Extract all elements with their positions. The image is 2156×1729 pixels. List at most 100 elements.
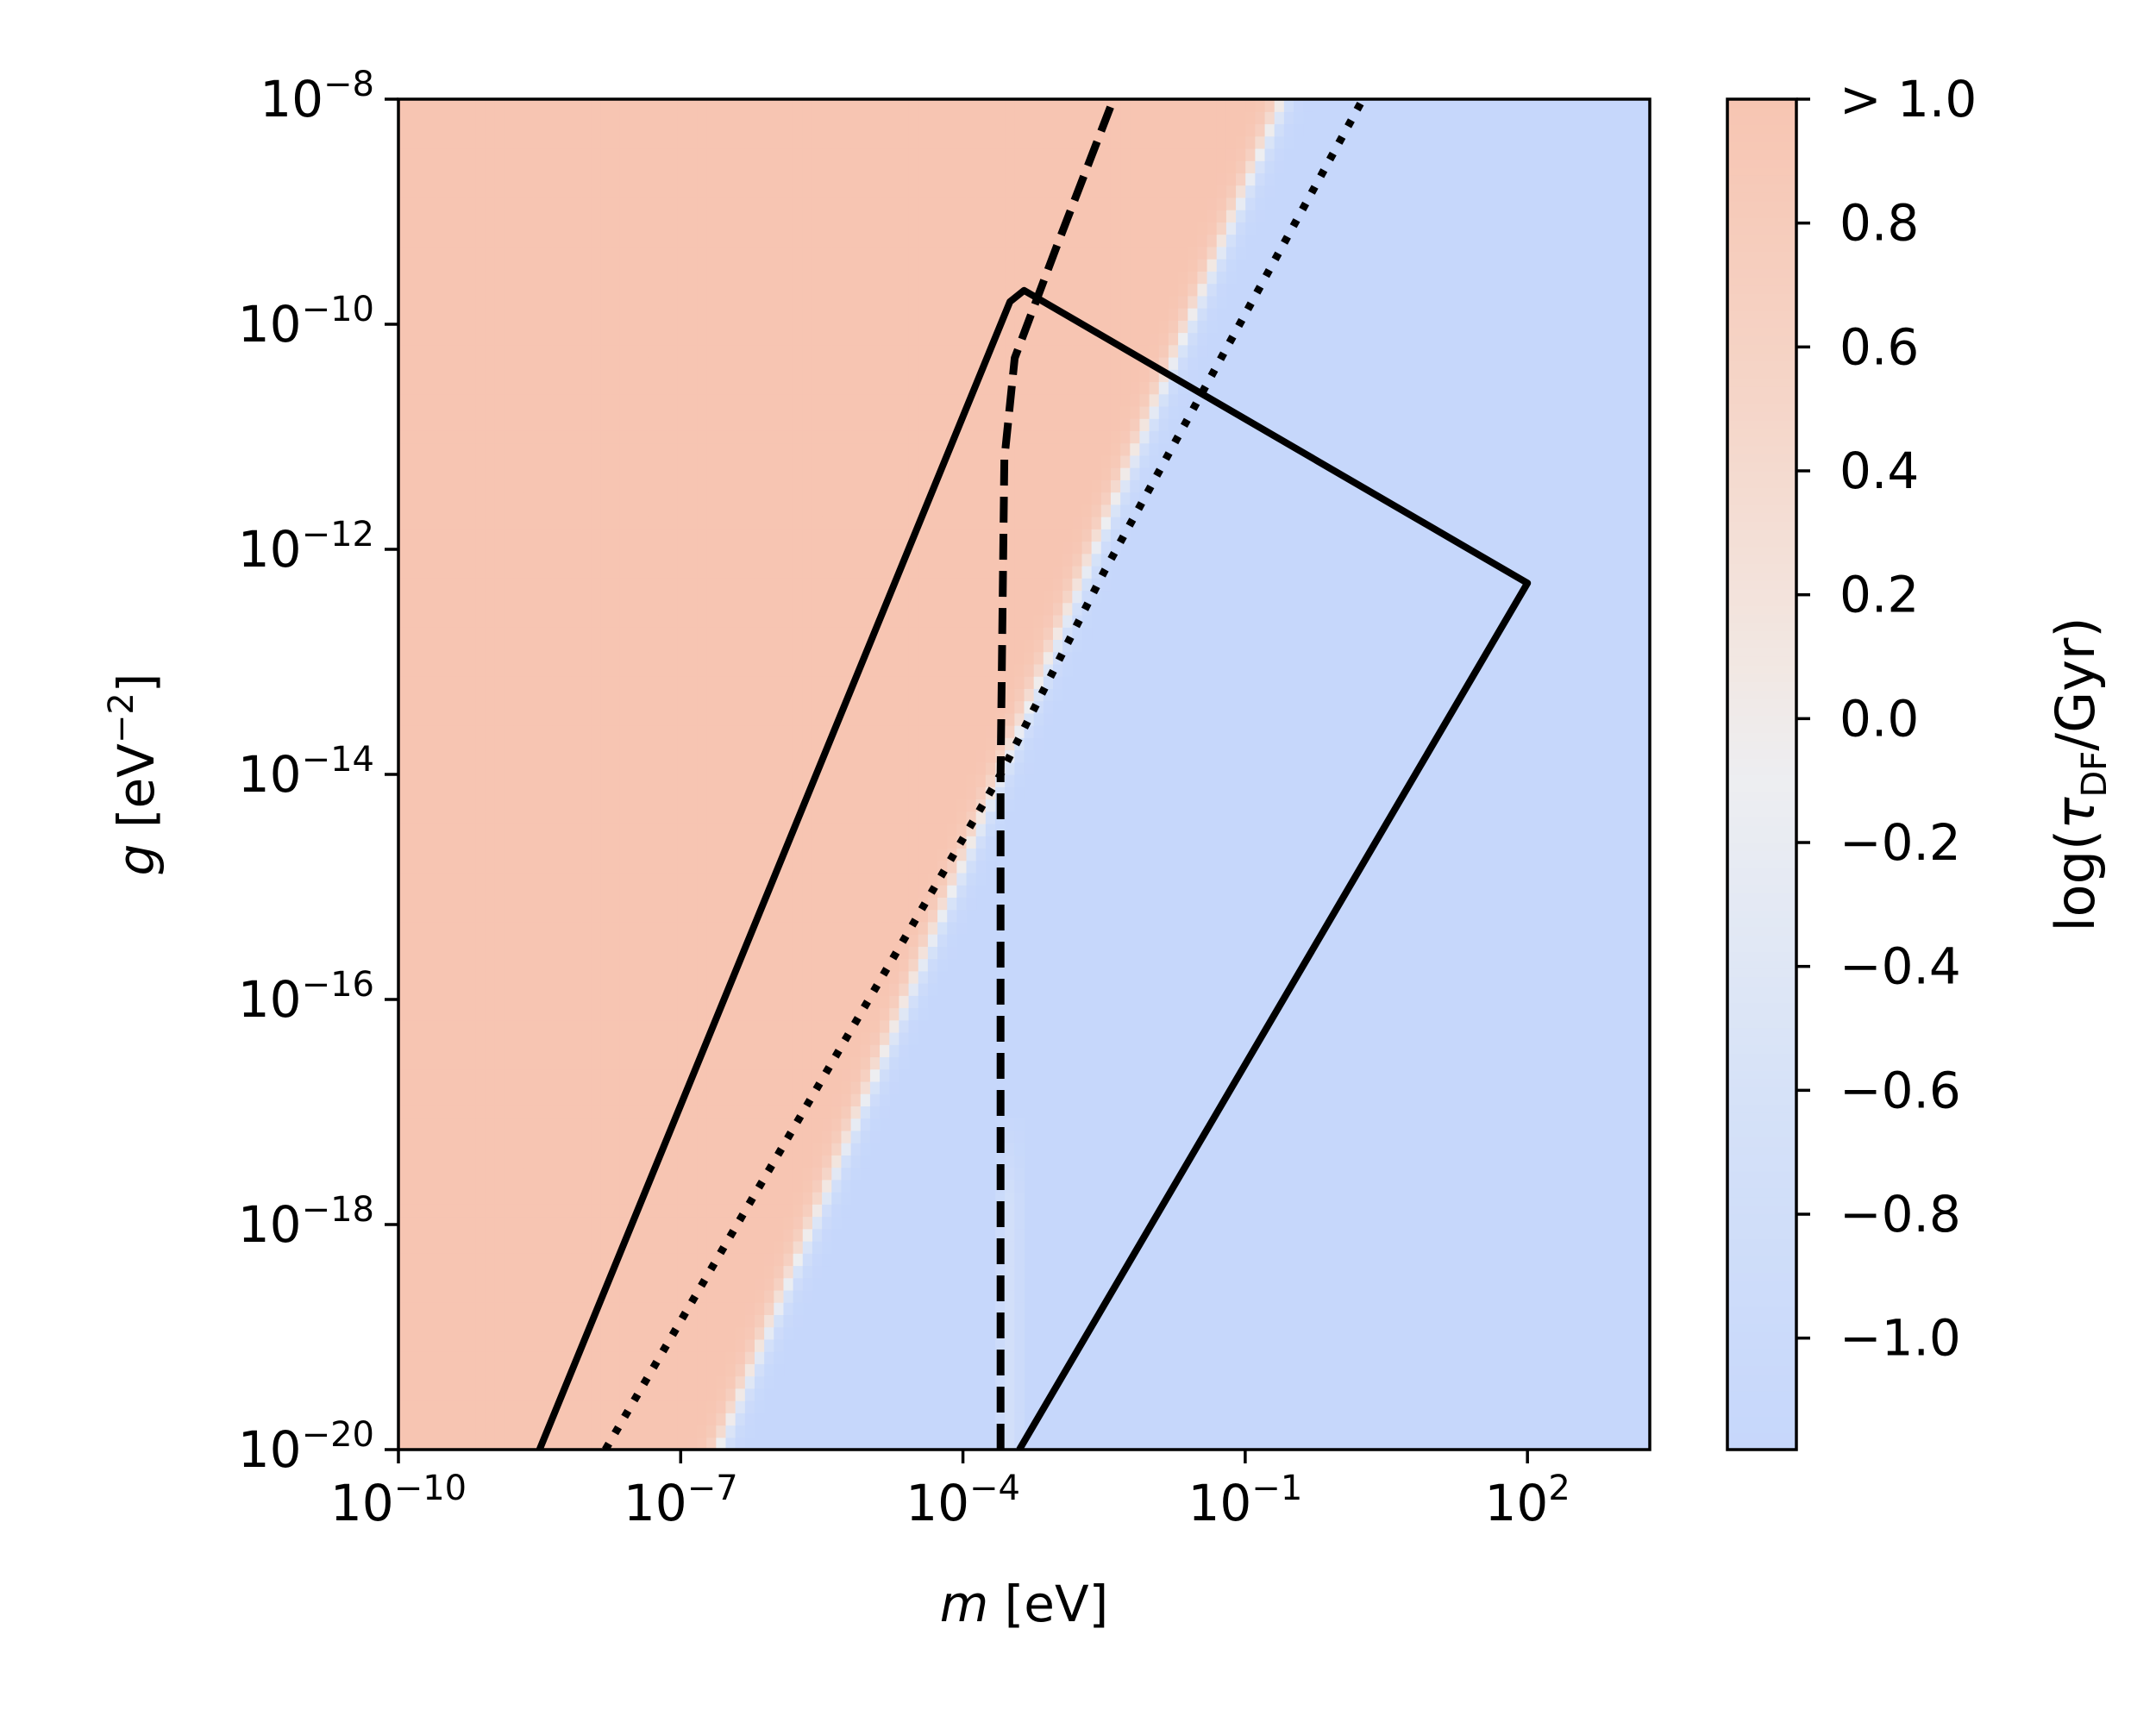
heatmap-cell bbox=[591, 1289, 601, 1303]
heatmap-cell bbox=[591, 885, 601, 898]
heatmap-cell bbox=[880, 614, 890, 628]
heatmap-cell bbox=[850, 995, 862, 1009]
heatmap-cell bbox=[677, 454, 688, 468]
heatmap-cell bbox=[686, 860, 698, 874]
heatmap-cell bbox=[610, 774, 621, 787]
heatmap-cell bbox=[455, 983, 467, 996]
heatmap-cell bbox=[417, 970, 429, 984]
heatmap-cell bbox=[927, 578, 938, 592]
heatmap-cell bbox=[677, 651, 688, 665]
heatmap-cell bbox=[446, 712, 457, 726]
heatmap-cell bbox=[869, 1007, 881, 1021]
heatmap-cell bbox=[869, 946, 881, 960]
heatmap-cell bbox=[841, 1093, 852, 1106]
heatmap-cell bbox=[417, 1179, 429, 1193]
heatmap-cell bbox=[860, 836, 871, 849]
heatmap-cell bbox=[889, 676, 899, 689]
heatmap-cell bbox=[697, 627, 707, 640]
heatmap-cell bbox=[822, 1167, 832, 1181]
heatmap-cell bbox=[398, 1118, 409, 1131]
heatmap-cell bbox=[513, 1056, 524, 1070]
heatmap-cell bbox=[398, 946, 409, 960]
heatmap-cell bbox=[850, 614, 862, 628]
heatmap-cell bbox=[523, 811, 534, 824]
heatmap-cell bbox=[571, 639, 582, 653]
heatmap-cell bbox=[995, 1192, 1006, 1205]
heatmap-cell bbox=[812, 1253, 823, 1267]
heatmap-cell bbox=[581, 700, 592, 714]
heatmap-cell bbox=[581, 1388, 592, 1401]
heatmap-cell bbox=[764, 1240, 774, 1254]
heatmap-cell bbox=[610, 1143, 621, 1156]
heatmap-cell bbox=[494, 897, 505, 911]
heatmap-cell bbox=[552, 774, 563, 787]
heatmap-cell bbox=[610, 1167, 621, 1181]
heatmap-cell bbox=[783, 983, 794, 996]
heatmap-cell bbox=[475, 983, 486, 996]
heatmap-cell bbox=[1052, 639, 1063, 653]
heatmap-cell bbox=[658, 602, 669, 616]
heatmap-cell bbox=[427, 811, 438, 824]
heatmap-cell bbox=[446, 1228, 457, 1242]
heatmap-cell bbox=[629, 1363, 640, 1377]
heatmap-cell bbox=[860, 430, 871, 444]
heatmap-cell bbox=[408, 1363, 418, 1377]
heatmap-cell bbox=[706, 590, 717, 604]
heatmap-cell bbox=[908, 823, 919, 836]
heatmap-cell bbox=[831, 1093, 843, 1106]
heatmap-cell bbox=[561, 663, 573, 677]
heatmap-cell bbox=[889, 565, 899, 579]
heatmap-cell bbox=[1014, 1228, 1025, 1242]
heatmap-cell bbox=[533, 553, 544, 567]
heatmap-cell bbox=[1005, 614, 1015, 628]
heatmap-cell bbox=[1072, 517, 1083, 529]
heatmap-cell bbox=[533, 1400, 544, 1413]
heatmap-cell bbox=[639, 688, 649, 702]
heatmap-cell bbox=[1081, 627, 1093, 640]
heatmap-cell bbox=[600, 1130, 611, 1143]
heatmap-cell bbox=[822, 1192, 832, 1205]
heatmap-cell bbox=[667, 517, 679, 529]
heatmap-cell bbox=[533, 1068, 544, 1082]
heatmap-cell bbox=[649, 737, 659, 751]
heatmap-cell bbox=[398, 602, 409, 616]
heatmap-cell bbox=[1005, 799, 1015, 812]
heatmap-cell bbox=[831, 761, 843, 775]
heatmap-cell bbox=[716, 1388, 727, 1401]
heatmap-cell bbox=[446, 823, 457, 836]
heatmap-cell bbox=[697, 1143, 707, 1156]
heatmap-cell bbox=[513, 836, 524, 849]
heatmap-cell bbox=[1081, 553, 1093, 567]
heatmap-cell bbox=[686, 1093, 698, 1106]
heatmap-cell bbox=[716, 430, 727, 444]
heatmap-cell bbox=[812, 774, 823, 787]
heatmap-cell bbox=[446, 737, 457, 751]
heatmap-cell bbox=[735, 700, 746, 714]
heatmap-cell bbox=[504, 1351, 515, 1364]
heatmap-cell bbox=[591, 737, 601, 751]
heatmap-cell bbox=[398, 541, 409, 554]
heatmap-cell bbox=[966, 700, 977, 714]
heatmap-cell bbox=[966, 761, 977, 775]
heatmap-cell bbox=[466, 639, 476, 653]
heatmap-cell bbox=[812, 885, 823, 898]
heatmap-cell bbox=[754, 1106, 765, 1119]
heatmap-cell bbox=[466, 1289, 476, 1303]
heatmap-cell bbox=[658, 1425, 669, 1438]
heatmap-cell bbox=[436, 799, 448, 812]
heatmap-cell bbox=[475, 529, 486, 542]
heatmap-cell bbox=[639, 1056, 649, 1070]
heatmap-cell bbox=[716, 946, 727, 960]
heatmap-cell bbox=[513, 1179, 524, 1193]
heatmap-cell bbox=[706, 712, 717, 726]
heatmap-cell bbox=[754, 1314, 765, 1328]
heatmap-cell bbox=[831, 565, 843, 579]
heatmap-cell bbox=[754, 1302, 765, 1315]
heatmap-cell bbox=[1072, 578, 1083, 592]
heatmap-cell bbox=[523, 934, 534, 947]
heatmap-cell bbox=[398, 725, 409, 738]
heatmap-cell bbox=[697, 541, 707, 554]
heatmap-cell bbox=[455, 958, 467, 972]
heatmap-cell bbox=[571, 799, 582, 812]
heatmap-cell bbox=[427, 1363, 438, 1377]
